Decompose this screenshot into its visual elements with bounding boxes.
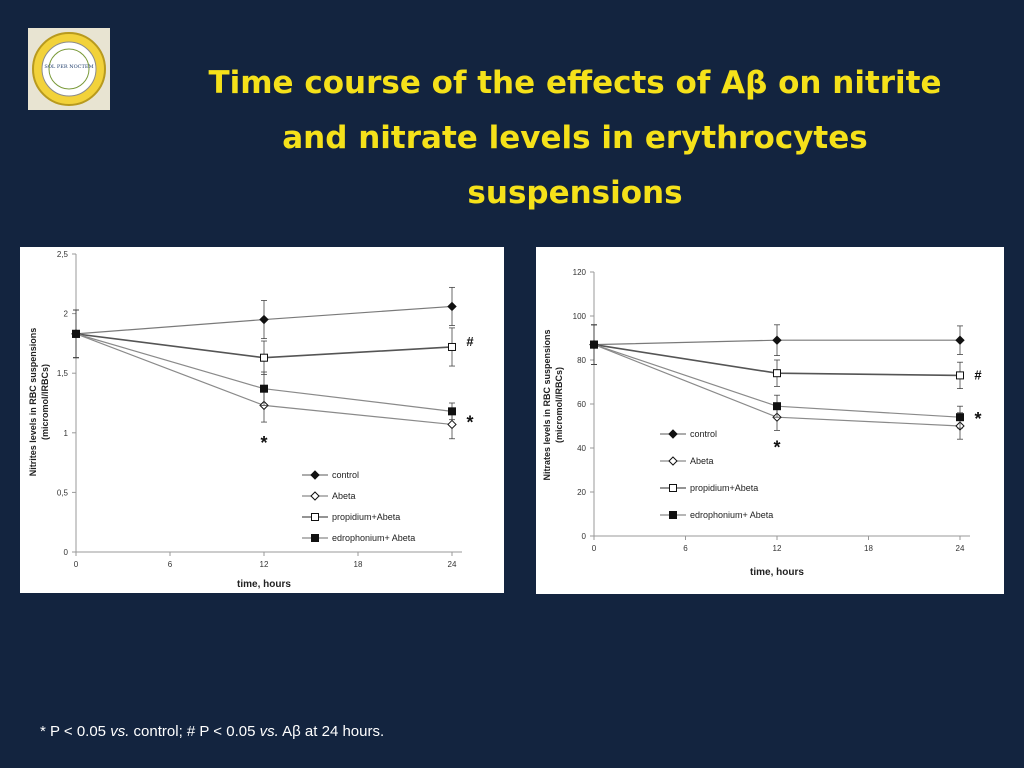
footnote-vs-2: vs. — [259, 723, 279, 740]
x-tick-label: 18 — [354, 560, 363, 569]
legend-marker — [311, 513, 319, 521]
y-tick-label: 0 — [582, 532, 587, 541]
nitrate-chart-panel: 0 20 40 60 80 100 120 0 6 12 18 24 time, hours Nitrat… — [536, 247, 1004, 594]
data-point — [955, 335, 965, 345]
nitrite-chart: 0 0,5 1 1,5 2 2,5 0 6 12 18 24 time, hours Nitrites … — [28, 250, 474, 590]
y-tick-label: 2,5 — [57, 250, 69, 259]
data-point — [447, 301, 457, 312]
x-tick-label: 0 — [592, 544, 597, 553]
legend-label: Abeta — [332, 491, 356, 501]
footnote-part-1: * P < 0.05 — [40, 723, 111, 740]
slide-title: Time course of the effects of Aβ on nitr… — [160, 56, 990, 221]
nitrate-chart: 0 20 40 60 80 100 120 0 6 12 18 24 time, hours Nitrat… — [542, 268, 982, 578]
y-tick-label: 20 — [577, 488, 586, 497]
y-tick-label: 100 — [573, 312, 587, 321]
legend-marker — [311, 534, 319, 542]
y-axis-label: Nitrites levels in RBC suspensions — [28, 328, 38, 477]
y-tick-label: 0,5 — [57, 488, 69, 497]
x-tick-label: 0 — [74, 560, 79, 569]
legend-marker — [669, 511, 677, 519]
footnote: * P < 0.05 vs. control; # P < 0.05 vs. A… — [40, 723, 384, 740]
legend-label: control — [332, 470, 359, 480]
x-tick-label: 12 — [773, 544, 782, 553]
x-tick-label: 18 — [864, 544, 873, 553]
data-point — [956, 413, 964, 422]
y-tick-label: 2 — [64, 310, 69, 319]
significance-marker: * — [974, 409, 981, 429]
data-point — [448, 342, 456, 351]
footnote-part-3: Aβ at 24 hours. — [278, 723, 385, 740]
legend-marker — [668, 456, 678, 466]
x-tick-label: 6 — [168, 560, 173, 569]
legend-label: Abeta — [690, 456, 714, 466]
legend-marker — [310, 491, 320, 501]
data-point — [956, 371, 964, 380]
y-axis-label: (micromol/lRBCs) — [554, 367, 564, 443]
legend-label: control — [690, 429, 717, 439]
legend-marker — [669, 484, 677, 492]
data-point — [260, 353, 268, 362]
footnote-part-2: control; # P < 0.05 — [129, 723, 260, 740]
y-axis-label: (micromol/lRBCs) — [40, 364, 50, 440]
y-tick-label: 60 — [577, 400, 586, 409]
data-point — [772, 335, 782, 345]
data-point — [773, 402, 781, 411]
y-tick-label: 1 — [64, 429, 69, 438]
y-tick-label: 1,5 — [57, 369, 69, 378]
x-axis-label: time, hours — [237, 579, 291, 590]
y-tick-label: 120 — [573, 268, 587, 277]
data-point — [773, 369, 781, 378]
series-control — [589, 324, 965, 365]
significance-marker: * — [466, 412, 473, 432]
series-edrophonium-abeta — [72, 309, 456, 421]
x-tick-label: 6 — [683, 544, 688, 553]
data-point — [72, 329, 80, 338]
data-point — [447, 419, 457, 430]
data-point — [590, 340, 598, 349]
logo-text: SOL PER NOCTEM — [44, 64, 93, 70]
data-point — [448, 407, 456, 416]
university-logo: SOL PER NOCTEM — [28, 28, 110, 110]
y-axis-label: Nitrates levels in RBC suspensions — [542, 329, 552, 480]
significance-marker: # — [974, 367, 982, 382]
significance-marker: * — [260, 433, 267, 453]
legend-marker — [310, 470, 320, 480]
title-line-1: Time course of the effects of Aβ on nitr… — [208, 65, 942, 101]
y-tick-label: 40 — [577, 444, 586, 453]
series-edrophonium-abeta — [590, 324, 964, 429]
university-seal-icon: SOL PER NOCTEM — [32, 32, 106, 106]
footnote-vs-1: vs. — [110, 723, 130, 740]
title-line-3: suspensions — [467, 175, 683, 211]
legend-label: edrophonium+ Abeta — [332, 533, 415, 543]
legend-marker — [668, 429, 678, 439]
significance-marker: * — [773, 438, 780, 458]
x-tick-label: 12 — [260, 560, 269, 569]
legend-label: propidium+Abeta — [690, 483, 758, 493]
legend-label: propidium+Abeta — [332, 512, 400, 522]
legend: control Abeta propidium+Abeta edrophonium+ … — [660, 429, 773, 520]
legend-label: edrophonium+ Abeta — [690, 510, 773, 520]
x-axis-label: time, hours — [750, 567, 804, 578]
x-tick-label: 24 — [956, 544, 965, 553]
data-point — [260, 384, 268, 393]
legend: control Abeta propidium+Abeta edrophonium+ … — [302, 470, 415, 543]
title-line-2: and nitrate levels in erythrocytes — [282, 120, 868, 156]
data-point — [259, 314, 269, 325]
y-tick-label: 0 — [64, 548, 69, 557]
nitrite-chart-panel: 0 0,5 1 1,5 2 2,5 0 6 12 18 24 time, hours Nitrites … — [20, 247, 504, 593]
significance-marker: # — [466, 334, 474, 349]
x-tick-label: 24 — [448, 560, 457, 569]
y-tick-label: 80 — [577, 356, 586, 365]
